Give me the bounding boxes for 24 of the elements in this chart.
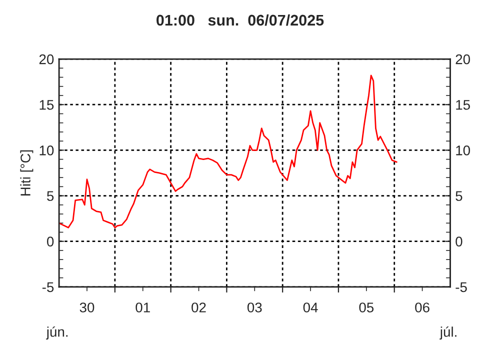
- text: júl.: [440, 326, 456, 340]
- y-tick-label: -5: [42, 282, 54, 292]
- y2-tick-label: 0: [456, 236, 462, 247]
- x-tick-label: 06: [415, 302, 430, 312]
- y-axis-title: Hiti [°C]: [20, 150, 34, 196]
- x-tick-label: 03: [247, 302, 262, 312]
- x-tick-label: 30: [80, 302, 94, 312]
- y2-tick-label: 10: [456, 146, 470, 156]
- y2-tick-label: 15: [456, 100, 470, 110]
- y2-tick-label: 20: [456, 54, 470, 64]
- x-tick-label: 05: [359, 302, 374, 312]
- y-tick-label: 20: [39, 54, 54, 64]
- x-tick-label: 01: [136, 302, 150, 312]
- y2-tick-label: 5: [456, 191, 462, 201]
- line-series: [59, 74, 398, 228]
- y-tick-label: 10: [40, 146, 54, 156]
- x-tick-label: 02: [192, 302, 206, 312]
- y2-tick-label: -5: [456, 282, 467, 292]
- chart-title: 01:00 sun. 06/07/2025: [156, 14, 324, 26]
- x-tick-label: 04: [303, 302, 318, 312]
- y-tick-label: 15: [40, 100, 54, 110]
- y-tick-label: 0: [47, 236, 54, 247]
- text: jún.: [46, 326, 68, 340]
- y-tick-label: 5: [47, 191, 54, 201]
